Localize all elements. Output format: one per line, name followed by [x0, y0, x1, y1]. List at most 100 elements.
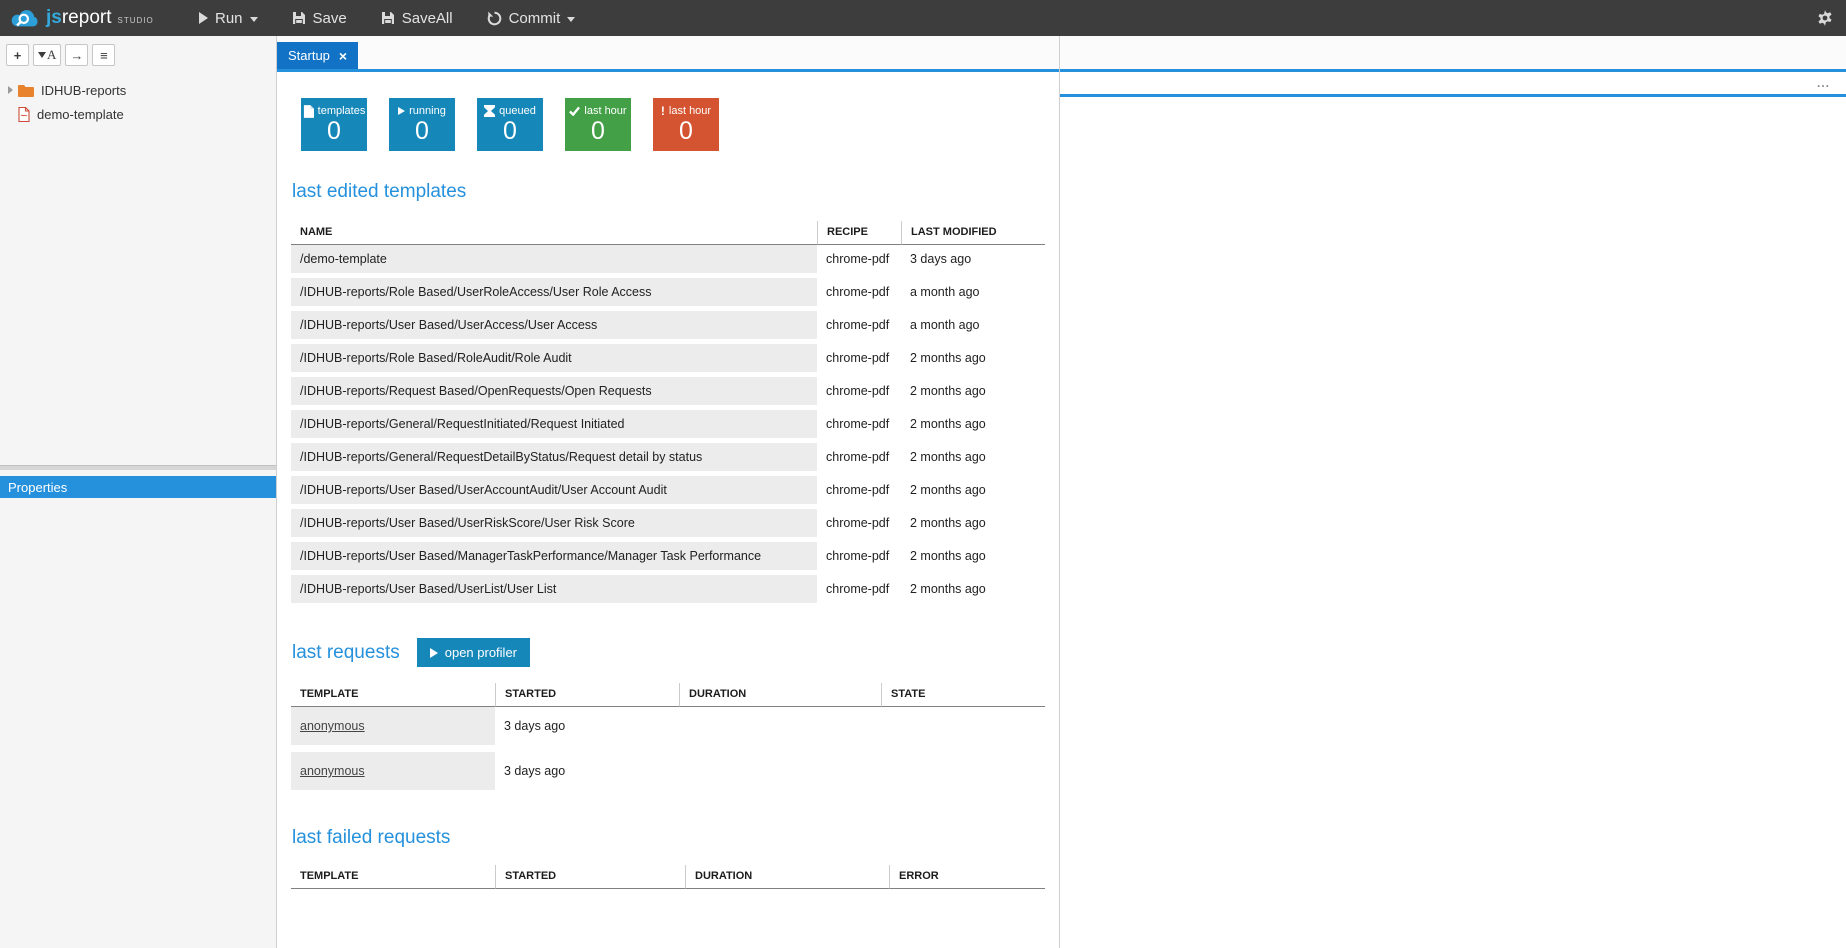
- chevron-down-icon: [249, 16, 258, 22]
- play-icon: [199, 12, 208, 24]
- template-name-cell[interactable]: /IDHUB-reports/Request Based/OpenRequest…: [291, 377, 817, 410]
- stat-tiles: templates 0 running 0: [301, 98, 1045, 151]
- template-name-cell[interactable]: /IDHUB-reports/Role Based/UserRoleAccess…: [291, 278, 817, 311]
- template-row[interactable]: /IDHUB-reports/User Based/UserAccountAud…: [291, 476, 1045, 509]
- tab-startup[interactable]: Startup ×: [277, 42, 359, 69]
- properties-header[interactable]: Properties: [0, 476, 276, 498]
- preview-tab-strip: [1060, 36, 1846, 72]
- template-name-cell[interactable]: /demo-template: [291, 245, 817, 278]
- column-header-name: NAME: [291, 221, 817, 245]
- preview-body: [1060, 97, 1846, 948]
- request-duration-cell: [679, 707, 881, 752]
- tile-queued[interactable]: queued 0: [477, 98, 543, 151]
- template-name-cell[interactable]: /IDHUB-reports/User Based/ManagerTaskPer…: [291, 542, 817, 575]
- document-icon: [303, 104, 314, 118]
- properties-splitter[interactable]: [0, 465, 276, 470]
- floppy-saveall-icon: [381, 12, 394, 24]
- tree-item-demo-template[interactable]: demo-template: [0, 102, 276, 126]
- request-template-link[interactable]: anonymous: [300, 764, 365, 778]
- last-requests-title: last requests open profiler: [292, 638, 1045, 667]
- template-row[interactable]: /IDHUB-reports/Request Based/OpenRequest…: [291, 377, 1045, 410]
- last-requests-title-text: last requests: [292, 641, 400, 663]
- tree-menu-button[interactable]: ≡: [92, 44, 116, 66]
- template-name-cell[interactable]: /IDHUB-reports/User Based/UserRiskScore/…: [291, 509, 817, 542]
- hourglass-icon: [484, 105, 496, 117]
- request-duration-cell: [679, 752, 881, 797]
- play-icon: [398, 107, 406, 115]
- filter-by-name-button[interactable]: A: [33, 44, 62, 66]
- template-recipe-cell: chrome-pdf: [817, 443, 901, 476]
- template-modified-cell: 2 months ago: [901, 344, 1045, 377]
- preview-menu-button[interactable]: ...: [1816, 75, 1830, 90]
- template-recipe-cell: chrome-pdf: [817, 476, 901, 509]
- tab-label: Startup: [288, 48, 330, 63]
- exclamation-icon: !: [660, 104, 665, 118]
- filter-icon: [38, 52, 46, 58]
- save-button[interactable]: Save: [275, 0, 364, 36]
- template-row[interactable]: /IDHUB-reports/General/RequestDetailBySt…: [291, 443, 1045, 476]
- add-entity-button[interactable]: +: [6, 44, 29, 66]
- preview-toolbar: ...: [1060, 72, 1846, 97]
- tile-value: 0: [503, 117, 517, 145]
- column-header-last-modified: LAST MODIFIED: [901, 221, 1045, 245]
- template-row[interactable]: /IDHUB-reports/User Based/UserRiskScore/…: [291, 509, 1045, 542]
- tile-success-last-hour[interactable]: last hour 0: [565, 98, 631, 151]
- logo-report-text: report: [61, 7, 112, 28]
- collapse-navigate-button[interactable]: →: [65, 44, 89, 66]
- template-row[interactable]: /demo-template chrome-pdf 3 days ago: [291, 245, 1045, 278]
- plus-icon: +: [13, 47, 22, 63]
- entity-tree: IDHUB-reports demo-template: [0, 78, 276, 126]
- template-recipe-cell: chrome-pdf: [817, 410, 901, 443]
- request-template-link[interactable]: anonymous: [300, 719, 365, 733]
- request-state-cell: [881, 707, 1045, 752]
- template-name-cell[interactable]: /IDHUB-reports/User Based/UserList/User …: [291, 575, 817, 608]
- template-row[interactable]: /IDHUB-reports/Role Based/UserRoleAccess…: [291, 278, 1045, 311]
- commit-button[interactable]: Commit: [470, 0, 593, 36]
- logo-studio-text: STUDIO: [117, 16, 154, 25]
- last-failed-requests-table: TEMPLATE STARTED DURATION ERROR: [291, 865, 1045, 889]
- template-modified-cell: 2 months ago: [901, 575, 1045, 608]
- template-modified-cell: 2 months ago: [901, 377, 1045, 410]
- properties-label: Properties: [8, 479, 68, 495]
- tree-item-idhub-reports[interactable]: IDHUB-reports: [0, 78, 276, 102]
- last-requests-table: TEMPLATE STARTED DURATION STATE anonymou…: [291, 683, 1045, 797]
- template-row[interactable]: /IDHUB-reports/User Based/UserAccess/Use…: [291, 311, 1045, 344]
- tile-running[interactable]: running 0: [389, 98, 455, 151]
- caret-right-icon[interactable]: [8, 86, 13, 94]
- open-profiler-button[interactable]: open profiler: [416, 638, 531, 667]
- column-header-duration: DURATION: [685, 865, 889, 889]
- save-all-button[interactable]: SaveAll: [364, 0, 470, 36]
- run-button[interactable]: Run: [182, 0, 275, 36]
- template-name-cell[interactable]: /IDHUB-reports/General/RequestInitiated/…: [291, 410, 817, 443]
- template-row[interactable]: /IDHUB-reports/Role Based/RoleAudit/Role…: [291, 344, 1045, 377]
- arrow-right-icon: →: [70, 47, 84, 63]
- last-failed-requests-title: last failed requests: [292, 827, 451, 848]
- template-name-cell[interactable]: /IDHUB-reports/User Based/UserAccountAud…: [291, 476, 817, 509]
- request-row: anonymous 3 days ago: [291, 752, 1045, 797]
- tile-label: templates: [317, 105, 366, 117]
- template-row[interactable]: /IDHUB-reports/User Based/ManagerTaskPer…: [291, 542, 1045, 575]
- template-name-cell[interactable]: /IDHUB-reports/User Based/UserAccess/Use…: [291, 311, 817, 344]
- tile-value: 0: [327, 117, 341, 145]
- last-edited-templates-title: last edited templates: [292, 181, 467, 202]
- template-row[interactable]: /IDHUB-reports/User Based/UserList/User …: [291, 575, 1045, 608]
- tile-templates[interactable]: templates 0: [301, 98, 367, 151]
- history-icon: [487, 11, 501, 25]
- template-modified-cell: 2 months ago: [901, 443, 1045, 476]
- template-modified-cell: 2 months ago: [901, 476, 1045, 509]
- tab-bar: Startup ×: [277, 36, 1059, 72]
- tile-failed-last-hour[interactable]: ! last hour 0: [653, 98, 719, 151]
- tile-label: running: [409, 105, 446, 117]
- tile-value: 0: [591, 117, 605, 145]
- template-name-cell[interactable]: /IDHUB-reports/General/RequestDetailBySt…: [291, 443, 817, 476]
- template-row[interactable]: /IDHUB-reports/General/RequestInitiated/…: [291, 410, 1045, 443]
- floppy-save-icon: [292, 12, 305, 24]
- template-modified-cell: a month ago: [901, 278, 1045, 311]
- template-recipe-cell: chrome-pdf: [817, 344, 901, 377]
- template-name-cell[interactable]: /IDHUB-reports/Role Based/RoleAudit/Role…: [291, 344, 817, 377]
- close-icon[interactable]: ×: [338, 47, 348, 64]
- hamburger-icon: ≡: [100, 47, 108, 63]
- tile-value: 0: [679, 117, 693, 145]
- gear-icon[interactable]: [1817, 10, 1833, 26]
- template-modified-cell: 3 days ago: [901, 245, 1045, 278]
